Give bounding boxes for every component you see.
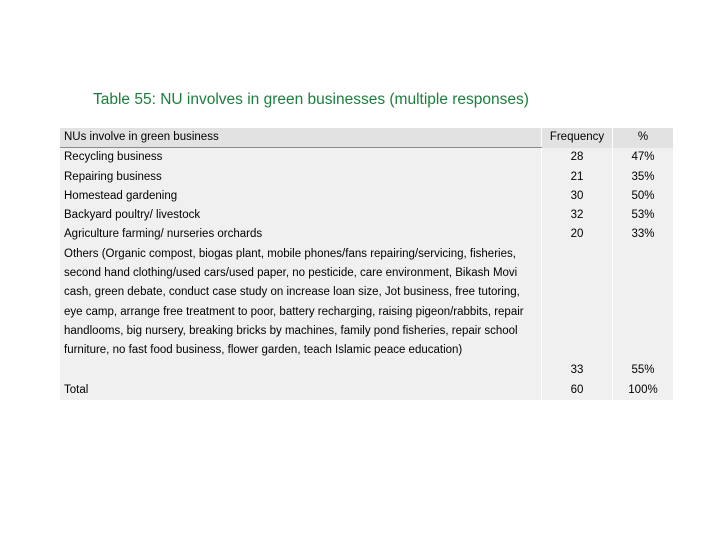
header-percent: %	[612, 128, 673, 148]
others-frequency-cell: 33	[541, 244, 613, 381]
others-description: Others (Organic compost, biogas plant, m…	[64, 247, 524, 357]
total-label: Total	[60, 380, 542, 401]
row-percent: 35%	[631, 170, 655, 183]
row-business: Agriculture farming/ nurseries orchards	[60, 225, 542, 245]
row-frequency: 30	[541, 186, 613, 207]
header-frequency: Frequency	[541, 128, 613, 148]
row-frequency: 21	[541, 167, 613, 187]
row-frequency: 28	[541, 147, 613, 168]
others-business: Others (Organic compost, biogas plant, m…	[60, 244, 542, 381]
row-business: Homestead gardening	[60, 186, 542, 207]
table-row: Recycling business 28 47%	[60, 147, 673, 168]
row-percent: 33%	[631, 228, 655, 241]
table-row: Homestead gardening 30 50%	[60, 186, 673, 207]
table-title: Table 55: NU involves in green businesse…	[93, 91, 529, 108]
table-row: Agriculture farming/ nurseries orchards …	[60, 225, 673, 245]
table-row-others: Others (Organic compost, biogas plant, m…	[60, 244, 674, 381]
total-frequency: 60	[541, 380, 613, 401]
row-business: Repairing business	[60, 167, 542, 187]
row-business: Recycling business	[60, 147, 542, 168]
table-header-row: NUs involve in green business Frequency …	[60, 128, 673, 149]
green-business-table: NUs involve in green business Frequency …	[60, 128, 674, 401]
row-percent: 47%	[631, 150, 655, 163]
others-percent: 55%	[631, 364, 655, 377]
row-business: Backyard poultry/ livestock	[60, 206, 542, 226]
others-percent-cell: 55%	[613, 245, 674, 381]
row-frequency: 20	[541, 225, 613, 245]
total-percent: 100%	[628, 383, 658, 396]
others-frequency: 33	[570, 364, 584, 377]
header-business: NUs involve in green business	[60, 128, 542, 149]
row-percent: 53%	[631, 209, 655, 222]
table-row: Backyard poultry/ livestock 32 53%	[60, 206, 673, 226]
row-percent: 50%	[631, 189, 655, 202]
table-row-total: Total 60 100%	[60, 380, 673, 401]
table-row: Repairing business 21 35%	[60, 167, 673, 187]
row-frequency: 32	[541, 206, 613, 226]
